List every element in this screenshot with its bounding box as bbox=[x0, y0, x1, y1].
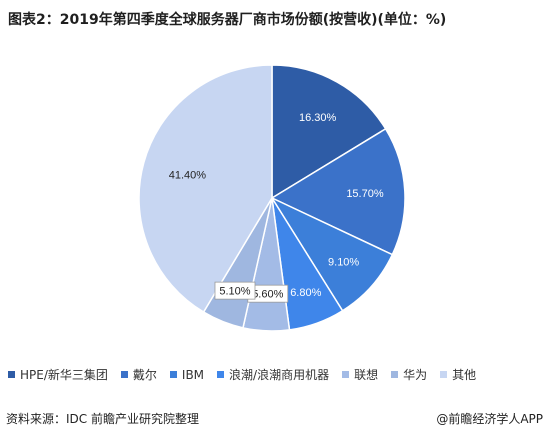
slice-label: 15.70% bbox=[346, 188, 384, 200]
slice-label: 5.60% bbox=[252, 289, 283, 301]
slice-label: 16.30% bbox=[299, 112, 337, 124]
legend-swatch bbox=[120, 371, 128, 378]
legend-swatch bbox=[8, 371, 15, 378]
legend-label: 联想 bbox=[354, 368, 379, 382]
legend-swatch bbox=[391, 371, 399, 378]
legend-label: 戴尔 bbox=[132, 368, 157, 382]
legend-label: 华为 bbox=[403, 368, 428, 382]
slice-label: 6.80% bbox=[290, 287, 321, 299]
legend-item: 联想 bbox=[342, 366, 378, 383]
slice-label: 5.10% bbox=[219, 286, 250, 298]
chart-title: 图表2：2019年第四季度全球服务器厂商市场份额(按营收)(单位：%) bbox=[8, 12, 447, 28]
legend-label: HPE/新华三集团 bbox=[20, 368, 108, 382]
pie-slice bbox=[138, 64, 273, 314]
legend-swatch bbox=[440, 371, 448, 378]
legend-item: 浪潮/浪潮商用机器 bbox=[217, 366, 329, 383]
pie-labels: 16.30% 15.70% 9.10% 6.80% 5.60%5.10% 41.40% bbox=[169, 112, 384, 303]
legend-item: IBM bbox=[169, 367, 205, 382]
pie-slice bbox=[270, 127, 406, 256]
legend-swatch bbox=[342, 371, 350, 378]
slice-label: 9.10% bbox=[328, 257, 359, 269]
legend-item: 华为 bbox=[391, 366, 427, 383]
chart-legend: HPE/新华三集团 戴尔 IBM 浪潮/浪潮商用机器 联想 华为 其他 bbox=[8, 366, 548, 383]
slice-label-box bbox=[214, 281, 256, 300]
legend-swatch bbox=[217, 371, 225, 378]
legend-item: 其他 bbox=[440, 366, 476, 383]
legend-item: HPE/新华三集团 bbox=[8, 366, 108, 383]
source-note: 资料来源：IDC 前瞻产业研究院整理 bbox=[6, 412, 199, 426]
pie-slice bbox=[271, 64, 387, 200]
legend-label: 浪潮/浪潮商用机器 bbox=[229, 368, 330, 382]
slice-label: 41.40% bbox=[169, 170, 207, 182]
legend-item: 戴尔 bbox=[120, 366, 157, 383]
credit-note: @前瞻经济学人APP bbox=[436, 412, 543, 426]
legend-label: 其他 bbox=[452, 368, 477, 382]
legend-label: IBM bbox=[181, 367, 205, 382]
legend-swatch bbox=[169, 371, 177, 378]
